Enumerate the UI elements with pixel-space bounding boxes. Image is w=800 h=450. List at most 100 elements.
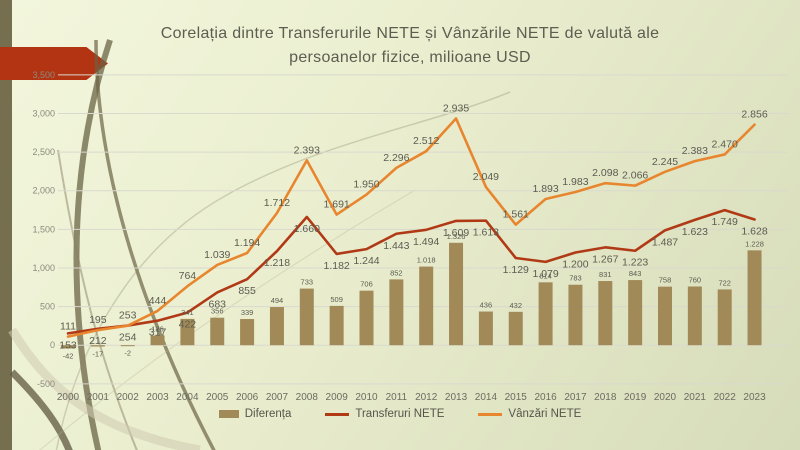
bar-swatch-icon	[218, 410, 239, 418]
chart-title-line2: persoanelor fizice, milioane USD	[289, 49, 531, 66]
bar-2015	[508, 311, 523, 346]
vanzari-label: 195	[89, 314, 107, 326]
legend-item-vanzari: Vânzări NETE	[478, 408, 581, 420]
x-axis-year-label: 2002	[117, 392, 140, 403]
x-axis-year-label: 2018	[594, 392, 617, 403]
transferuri-label: 1.267	[592, 253, 618, 265]
x-axis-year-label: 2021	[684, 392, 707, 403]
vanzari-label: 111	[60, 321, 76, 333]
vanzari-label: 2.470	[712, 138, 738, 150]
transferuri-label: 1.244	[353, 255, 379, 267]
vanzari-label: 764	[179, 270, 197, 282]
y-axis-tick-label: 3,500	[32, 70, 55, 80]
bar-label: 341	[181, 308, 194, 317]
vanzari-label: 2.049	[473, 171, 499, 183]
bar-label: 814	[539, 271, 552, 280]
bar-2021	[687, 286, 702, 346]
y-axis-tick-label: 2,500	[32, 147, 55, 157]
line-swatch-icon	[478, 412, 503, 416]
bar-2002	[120, 345, 135, 347]
legend-label: Transferuri NETE	[355, 408, 445, 420]
bar-label: 831	[599, 270, 612, 279]
bar-label: 706	[360, 280, 373, 289]
transferuri-label: 1.613	[473, 227, 499, 239]
transferuri-label: 683	[208, 298, 226, 310]
bar-label: 760	[689, 276, 702, 285]
x-axis-year-label: 2015	[505, 392, 528, 403]
bar-label: 758	[659, 276, 672, 285]
bar-2005	[210, 317, 225, 346]
bar-label: 356	[211, 307, 224, 316]
bar-2020	[658, 286, 672, 346]
transferuri-label: 1.182	[324, 260, 350, 272]
vanzari-label: 1.194	[234, 237, 260, 249]
bar-label: -2	[124, 348, 131, 357]
bar-label: 339	[241, 308, 254, 317]
x-axis-year-label: 2012	[415, 392, 438, 403]
transferuri-label: 1.487	[652, 236, 678, 248]
transferuri-label: 1.749	[712, 216, 738, 228]
vanzari-label: 1.983	[562, 176, 588, 188]
bar-2012	[419, 266, 434, 346]
x-axis-year-label: 2011	[386, 392, 408, 403]
vanzari-label: 444	[149, 295, 167, 307]
legend-item-transferuri: Transferuri NETE	[325, 408, 444, 420]
y-axis-tick-label: 0	[50, 340, 55, 350]
bar-label: 436	[480, 301, 493, 310]
bar-2008	[299, 288, 314, 346]
bar-label: -42	[63, 351, 74, 360]
transferuri-label: 1.079	[532, 268, 558, 280]
chart-title: Corelația dintre Transferurile NETE și V…	[110, 22, 710, 70]
y-axis-tick-label: 1,000	[32, 263, 55, 273]
vanzari-label: 1.691	[324, 199, 350, 211]
x-axis-year-label: 2008	[296, 392, 319, 403]
bar-2006	[240, 319, 255, 346]
x-axis-year-label: 2009	[326, 392, 349, 403]
vanzari-label: 1.950	[353, 179, 379, 191]
transferuri-label: 317	[149, 327, 167, 339]
vanzari-label: 1.561	[503, 209, 529, 221]
vanzari-label: 2.856	[741, 109, 767, 121]
y-axis-tick-label: 2,000	[32, 186, 55, 196]
line-series-1	[66, 117, 756, 338]
x-axis-year-label: 2019	[624, 392, 647, 403]
vanzari-label: 253	[119, 310, 137, 322]
bar-label: 733	[301, 278, 314, 287]
vanzari-label: 1.039	[204, 249, 230, 261]
bar-label: 722	[718, 278, 731, 287]
bar-2023	[747, 250, 762, 346]
legend-item-diferenta: Diferența	[218, 408, 291, 420]
x-axis-year-label: 2000	[57, 392, 80, 403]
bar-2022	[717, 289, 732, 346]
x-axis-year-label: 2016	[534, 392, 557, 403]
bar-2011	[389, 279, 404, 346]
transferuri-label: 1.223	[622, 257, 648, 269]
bar-label: 783	[569, 274, 582, 283]
vanzari-label: 2.393	[294, 144, 320, 156]
bar-2014	[478, 311, 493, 346]
x-axis-year-label: 2003	[146, 392, 169, 403]
vanzari-label: 2.296	[383, 152, 409, 164]
x-axis-year-label: 2005	[206, 392, 229, 403]
bar-2016	[538, 282, 553, 346]
bar-label: 509	[330, 295, 343, 304]
transferuri-label: 1.200	[562, 259, 588, 271]
transferuri-label: 1.628	[741, 225, 767, 237]
x-axis-year-label: 2022	[714, 392, 737, 403]
bar-2013	[449, 242, 464, 346]
transferuri-label: 212	[89, 335, 107, 347]
transferuri-label: 1.218	[264, 257, 290, 269]
bar-label: -17	[92, 350, 103, 359]
bar-label: 1.228	[745, 239, 764, 248]
chart-legend: Diferența Transferuri NETE Vânzări NETE	[0, 408, 800, 420]
transferuri-label: 422	[179, 319, 197, 331]
x-axis-year-label: 2007	[266, 392, 289, 403]
y-axis-tick-label: 500	[40, 302, 55, 312]
x-axis-year-label: 2017	[564, 392, 587, 403]
x-axis-year-label: 2004	[176, 392, 199, 403]
transferuri-label: 254	[119, 332, 137, 344]
bar-label: 494	[271, 296, 284, 305]
x-axis-year-label: 2001	[87, 392, 110, 403]
x-axis-year-label: 2020	[654, 392, 677, 403]
vanzari-label: 2.245	[652, 156, 678, 168]
